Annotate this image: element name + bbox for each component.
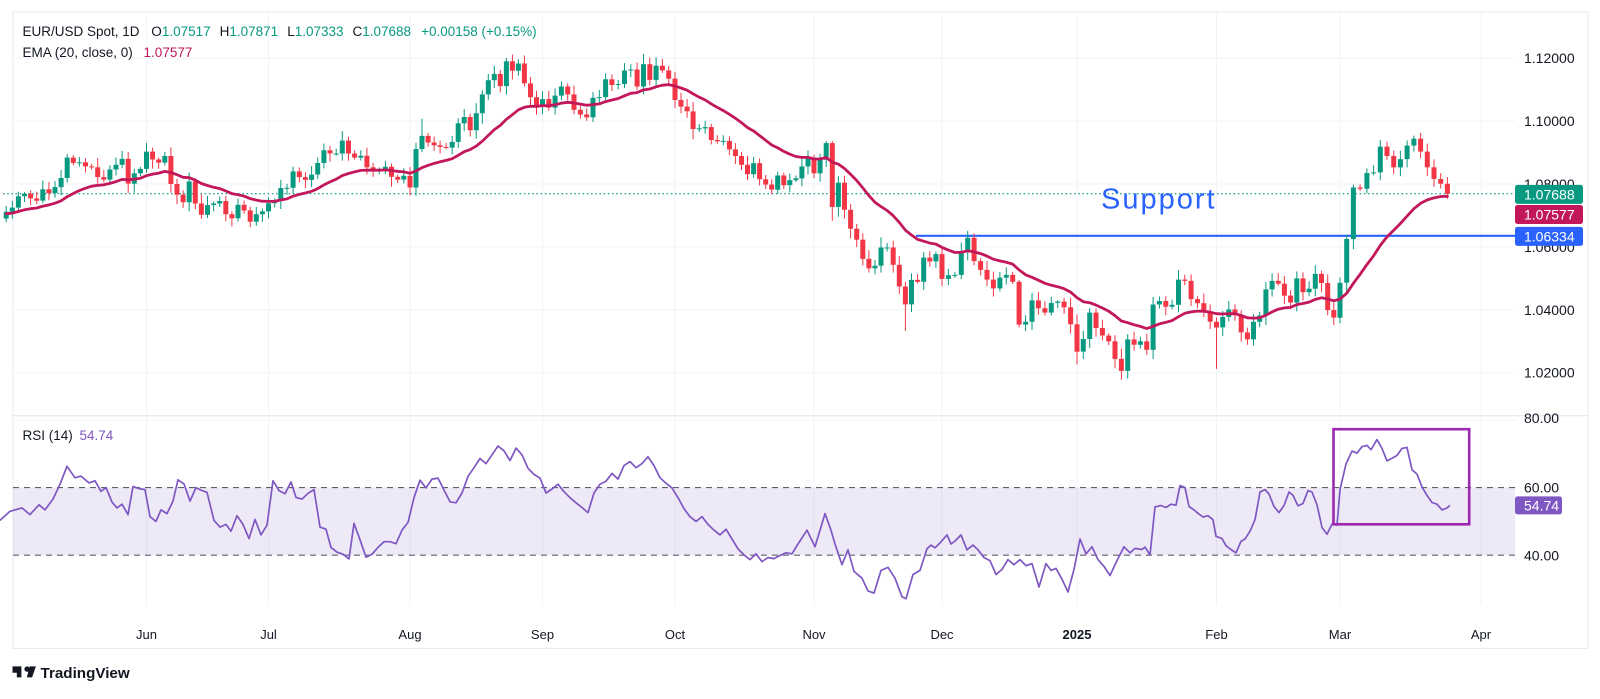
svg-text:Jun: Jun bbox=[136, 627, 157, 642]
svg-text:Sep: Sep bbox=[531, 627, 554, 642]
svg-text:Dec: Dec bbox=[930, 627, 954, 642]
svg-text:1.12000: 1.12000 bbox=[1524, 50, 1575, 66]
svg-text:Nov: Nov bbox=[802, 627, 826, 642]
svg-text:Jul: Jul bbox=[260, 627, 277, 642]
svg-text:RSI (14) 54.74: RSI (14) 54.74 bbox=[23, 428, 114, 443]
svg-text:1.07577: 1.07577 bbox=[1524, 207, 1575, 223]
svg-text:Mar: Mar bbox=[1329, 627, 1352, 642]
svg-text:54.74: 54.74 bbox=[1524, 497, 1559, 513]
svg-text:2025: 2025 bbox=[1063, 627, 1092, 642]
svg-text:1.07688: 1.07688 bbox=[1524, 186, 1575, 202]
svg-text:Support: Support bbox=[1101, 184, 1217, 216]
svg-text:40.00: 40.00 bbox=[1524, 548, 1559, 564]
svg-text:EMA (20, close, 0) 1.07577: EMA (20, close, 0) 1.07577 bbox=[23, 45, 193, 60]
svg-text:1.02000: 1.02000 bbox=[1524, 365, 1575, 381]
svg-text:TradingView: TradingView bbox=[41, 665, 130, 682]
svg-text:60.00: 60.00 bbox=[1524, 480, 1559, 496]
svg-text:Apr: Apr bbox=[1471, 627, 1492, 642]
svg-text:Feb: Feb bbox=[1205, 627, 1227, 642]
svg-text:80.00: 80.00 bbox=[1524, 410, 1559, 426]
svg-text:Aug: Aug bbox=[398, 627, 421, 642]
svg-text:1.04000: 1.04000 bbox=[1524, 302, 1575, 318]
svg-text:1.06334: 1.06334 bbox=[1524, 228, 1575, 244]
svg-text:1.10000: 1.10000 bbox=[1524, 113, 1575, 129]
svg-text:Oct: Oct bbox=[665, 627, 686, 642]
